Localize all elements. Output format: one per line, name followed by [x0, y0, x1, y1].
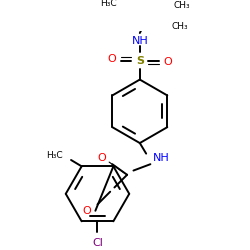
Text: S: S: [136, 56, 144, 66]
Text: Cl: Cl: [92, 238, 103, 248]
Text: O: O: [97, 153, 106, 163]
Text: H₃C: H₃C: [100, 0, 116, 8]
Text: O: O: [108, 54, 116, 64]
Text: O: O: [163, 56, 172, 66]
Text: O: O: [82, 206, 91, 216]
Text: CH₃: CH₃: [172, 22, 188, 31]
Text: NH: NH: [152, 153, 169, 163]
Text: CH₃: CH₃: [174, 1, 190, 10]
Text: H₃C: H₃C: [46, 151, 62, 160]
Text: NH: NH: [132, 36, 148, 46]
